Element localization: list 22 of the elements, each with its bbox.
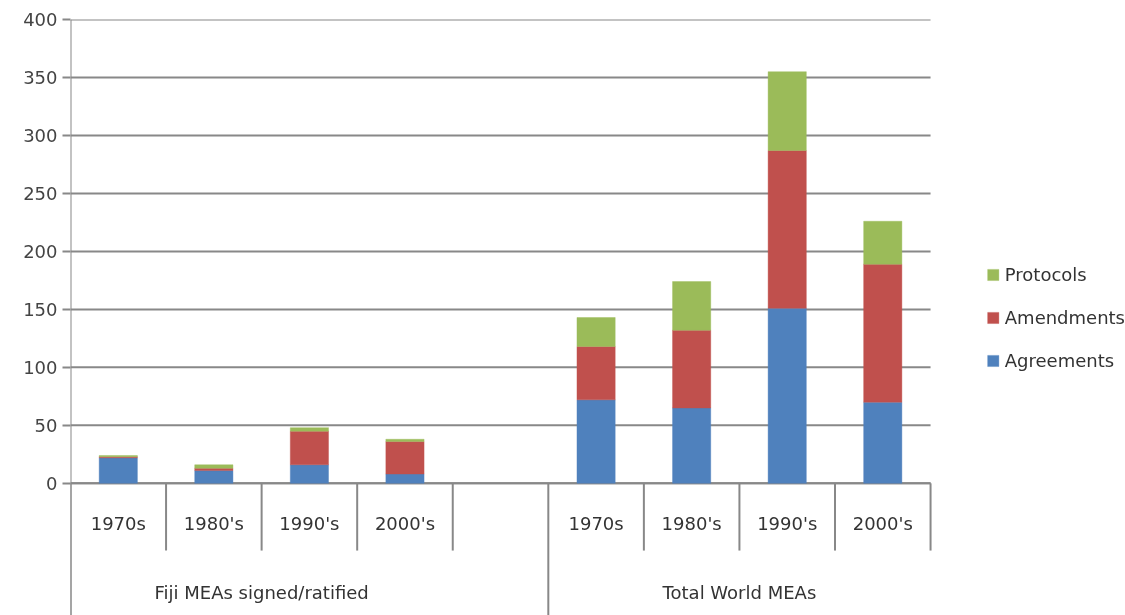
y-tick-label: 50 [34, 414, 58, 436]
text: Fiji MEAs signed/ratified [154, 581, 369, 603]
y-tick-label: 150 [23, 298, 58, 320]
x-tick-label: 1970s [568, 513, 624, 535]
y-tick-label: 400 [23, 9, 58, 30]
y-tick-label: 250 [23, 182, 58, 204]
legend-label: Amendments [1004, 306, 1125, 328]
text: Total World MEAs [661, 581, 817, 603]
x-tick-label: 1980's [183, 513, 244, 535]
x-tick-label: 2000's [852, 513, 913, 535]
legend-label: Protocols [1004, 263, 1087, 285]
y-tick-label: 300 [23, 124, 58, 146]
x-tick-label: 1990's [279, 513, 340, 535]
x-tick-label: 1990's [757, 513, 818, 535]
y-tick-label: 100 [23, 356, 58, 378]
legend-label: Agreements [1004, 349, 1115, 371]
x-tick-label: 1980's [661, 513, 722, 535]
y-tick-label: 200 [23, 240, 58, 262]
y-tick-label: 0 [46, 472, 58, 494]
x-tick-label: 1970s [90, 513, 146, 535]
y-tick-label: 350 [23, 66, 58, 88]
x-tick-label: 2000's [374, 513, 436, 535]
